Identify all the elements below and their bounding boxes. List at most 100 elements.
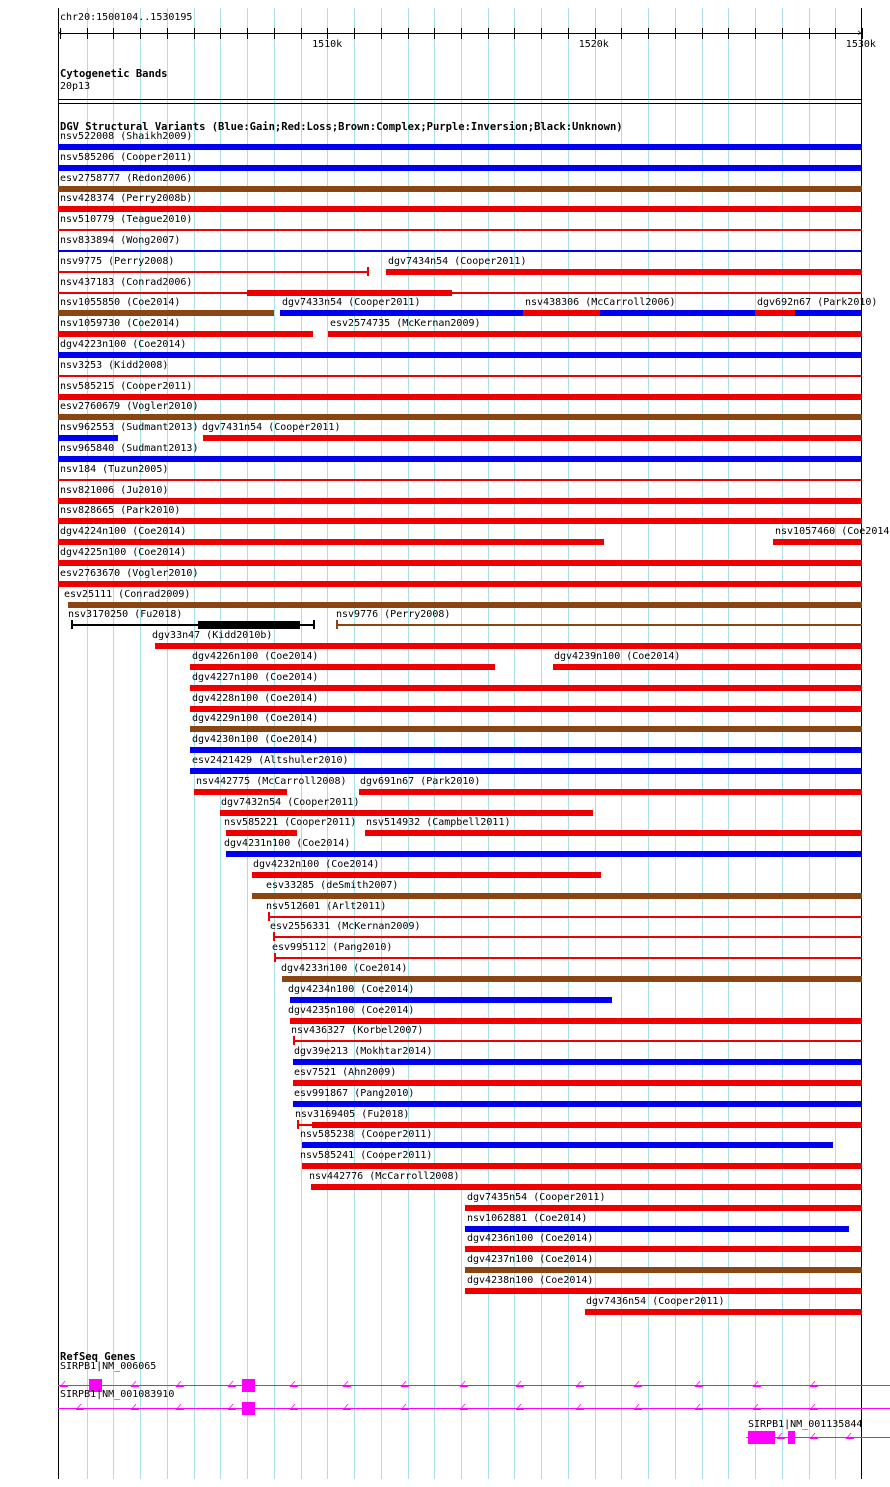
variant-bar[interactable] [336,624,862,627]
variant-label[interactable]: nsv833894 (Wong2007) [60,235,181,246]
scroll-right-arrow[interactable]: › [856,26,863,39]
variant-bar[interactable] [365,830,862,837]
variant-label[interactable]: nsv428374 (Perry2008b) [60,193,193,205]
variant-label[interactable]: esv2758777 (Redon2006) [60,172,193,184]
variant-bar[interactable] [226,851,862,858]
variant-bar[interactable] [773,539,862,546]
variant-label[interactable]: dgv4223n100 (Coe2014) [60,339,187,350]
variant-label[interactable]: dgv7435n54 (Cooper2011) [467,1191,606,1203]
variant-label[interactable]: dgv7433n54 (Cooper2011) [282,297,421,309]
variant-label[interactable]: dgv4231n100 (Coe2014) [224,838,351,850]
variant-bar[interactable] [220,809,593,816]
variant-label[interactable]: dgv33n47 (Kidd2010b) [152,630,273,642]
variant-bar[interactable] [58,560,862,566]
gene-intron-line[interactable] [58,1408,890,1409]
variant-bar[interactable] [58,206,862,213]
variant-bar[interactable] [585,1308,862,1315]
variant-bar[interactable] [58,374,862,377]
variant-bar[interactable] [58,270,369,273]
variant-label[interactable]: dgv4232n100 (Coe2014) [253,859,380,870]
variant-label[interactable]: esv2763670 (Vogler2010) [60,567,199,579]
variant-label[interactable]: esv2421429 (Altshuler2010) [192,755,349,766]
variant-label[interactable]: dgv4228n100 (Coe2014) [192,692,319,704]
variant-label[interactable]: esv25111 (Conrad2009) [64,588,191,600]
variant-bar[interactable] [553,664,862,670]
variant-label[interactable]: dgv7434n54 (Cooper2011) [388,255,527,267]
variant-label[interactable]: nsv585215 (Cooper2011) [60,380,193,392]
variant-bar[interactable] [68,601,862,608]
variant-bar[interactable] [58,478,862,481]
variant-label[interactable]: esv2556331 (McKernan2009) [270,921,421,933]
variant-label[interactable]: dgv692n67 (Park2010) [757,297,878,309]
variant-label[interactable]: dgv4229n100 (Coe2014) [192,713,319,725]
variant-label[interactable]: nsv436327 (Korbel2007) [291,1025,424,1037]
variant-bar[interactable] [190,768,862,774]
variant-label[interactable]: nsv1057460 (Coe2014 [775,526,890,538]
variant-label[interactable]: nsv3170250 (Fu2018) [68,609,183,621]
gene-label[interactable]: SIRPB1|NM_001083910 [60,1389,175,1400]
variant-bar[interactable] [328,331,862,338]
variant-bar[interactable] [58,414,862,421]
variant-bar[interactable] [523,310,600,317]
variant-label[interactable]: dgv4233n100 (Coe2014) [281,963,408,974]
variant-bar[interactable] [268,915,862,918]
variant-label[interactable]: nsv522008 (Shaikh2009) [60,131,193,142]
variant-label[interactable]: nsv1059730 (Coe2014) [60,318,181,330]
variant-bar[interactable] [194,788,287,795]
variant-bar[interactable] [190,684,862,691]
variant-core-block[interactable] [198,621,300,630]
variant-bar[interactable] [311,1184,862,1190]
variant-bar[interactable] [58,164,862,171]
variant-label[interactable]: nsv965840 (Sudmant2013) [60,443,199,454]
gene-exon-box[interactable] [89,1379,102,1392]
variant-label[interactable]: nsv9776 (Perry2008) [336,609,451,621]
variant-label[interactable]: dgv4237n100 (Coe2014) [467,1254,594,1266]
variant-label[interactable]: nsv821006 (Ju2010) [60,484,169,496]
variant-bar[interactable] [386,268,862,275]
variant-label[interactable]: dgv4230n100 (Coe2014) [192,734,319,746]
variant-bar[interactable] [190,705,862,712]
variant-label[interactable]: dgv4235n100 (Coe2014) [288,1004,415,1016]
variant-label[interactable]: dgv691n67 (Park2010) [360,775,481,787]
variant-label[interactable]: nsv512601 (Arlt2011) [266,900,387,912]
variant-bar[interactable] [58,250,862,252]
variant-label[interactable]: dgv4236n100 (Coe2014) [467,1233,594,1245]
variant-bar[interactable] [252,872,601,878]
variant-label[interactable]: nsv585206 (Cooper2011) [60,151,193,163]
gene-exon-box[interactable] [748,1431,775,1444]
variant-bar[interactable] [274,957,862,960]
variant-bar[interactable] [58,229,862,232]
variant-bar[interactable] [58,352,862,358]
gene-exon-box[interactable] [242,1402,255,1415]
variant-label[interactable]: nsv510779 (Teague2010) [60,214,193,226]
variant-bar[interactable] [58,539,604,546]
variant-label[interactable]: dgv7432n54 (Cooper2011) [221,796,360,808]
variant-bar[interactable] [226,830,297,837]
variant-label[interactable]: nsv514932 (Campbell2011) [366,817,511,829]
gene-intron-line[interactable] [58,1385,890,1386]
variant-label[interactable]: nsv9775 (Perry2008) [60,255,175,267]
variant-bar[interactable] [755,310,795,317]
variant-label[interactable]: dgv4226n100 (Coe2014) [192,651,319,662]
variant-bar[interactable] [302,1163,862,1170]
variant-bar[interactable] [247,289,452,296]
variant-span-line[interactable] [71,624,313,627]
variant-label[interactable]: dgv4239n100 (Coe2014) [554,651,681,662]
variant-label[interactable]: nsv585238 (Cooper2011) [300,1129,433,1141]
variant-label[interactable]: nsv828665 (Park2010) [60,505,181,517]
variant-label[interactable]: nsv437183 (Conrad2006) [60,276,193,288]
variant-bar[interactable] [58,291,862,294]
variant-bar[interactable] [282,976,862,982]
variant-label[interactable]: esv2760679 (Vogler2010) [60,401,199,413]
variant-label[interactable]: nsv438306 (McCarroll2006) [525,297,676,309]
variant-label[interactable]: nsv3169405 (Fu2018) [295,1108,410,1120]
variant-label[interactable]: esv33285 (deSmith2007) [266,879,399,891]
variant-label[interactable]: dgv4238n100 (Coe2014) [467,1275,594,1286]
variant-bar[interactable] [58,331,313,338]
variant-label[interactable]: dgv4225n100 (Coe2014) [60,547,187,558]
variant-bar[interactable] [359,788,862,795]
variant-label[interactable]: nsv442775 (McCarroll2008) [196,775,347,787]
variant-label[interactable]: esv995112 (Pang2010) [272,942,393,954]
variant-bar[interactable] [465,1225,849,1232]
variant-bar[interactable] [290,996,612,1003]
